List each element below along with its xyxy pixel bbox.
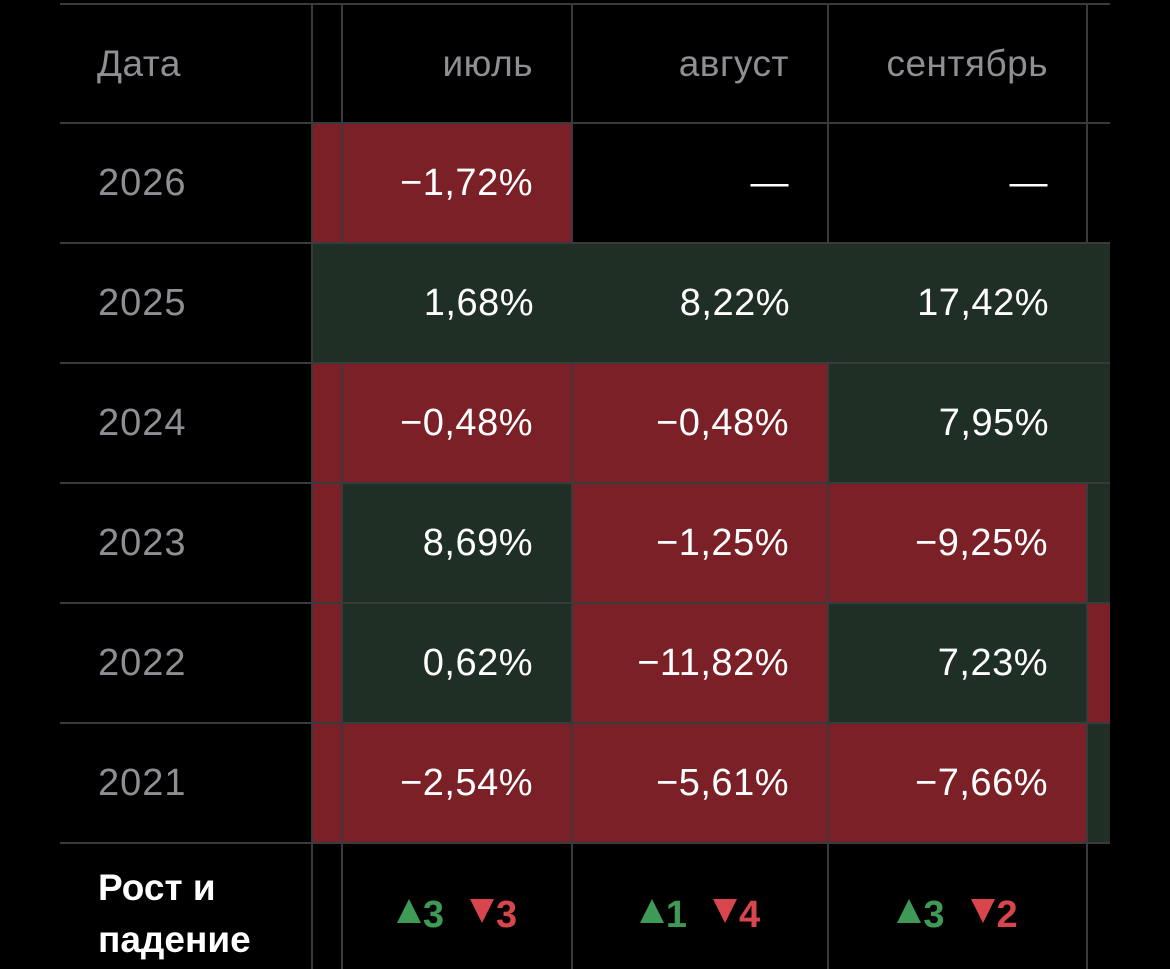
summary-edge bbox=[1086, 843, 1110, 969]
down-count: 4 bbox=[713, 894, 760, 936]
row-year: 2022 bbox=[60, 603, 312, 724]
row-edge bbox=[1087, 363, 1110, 484]
up-count-value: 1 bbox=[665, 893, 687, 936]
cell-august[interactable]: — bbox=[571, 123, 828, 244]
table-row[interactable]: 2022 0,62% −11,82% 7,23% bbox=[60, 603, 1110, 724]
row-edge bbox=[1086, 723, 1110, 844]
row-strip bbox=[311, 363, 342, 484]
cell-august[interactable]: 8,22% bbox=[572, 243, 828, 364]
down-count: 3 bbox=[470, 894, 517, 936]
row-strip bbox=[311, 603, 342, 724]
row-strip bbox=[311, 723, 342, 844]
table-row[interactable]: 2023 8,69% −1,25% −9,25% bbox=[60, 483, 1110, 604]
up-count-value: 3 bbox=[422, 893, 444, 936]
cell-august[interactable]: −1,25% bbox=[571, 483, 828, 604]
header-month-september[interactable]: сентябрь bbox=[827, 3, 1087, 124]
cell-september[interactable]: 17,42% bbox=[828, 243, 1087, 364]
triangle-down-icon bbox=[970, 898, 995, 923]
row-year: 2023 bbox=[60, 483, 312, 604]
cell-august[interactable]: −0,48% bbox=[571, 363, 828, 484]
cell-august[interactable]: −11,82% bbox=[571, 603, 828, 724]
summary-label-line2: падение bbox=[98, 919, 251, 960]
cell-july[interactable]: −1,72% bbox=[341, 123, 572, 244]
triangle-up-icon bbox=[396, 898, 421, 923]
table-header-row: Дата июль август сентябрь bbox=[60, 3, 1110, 124]
header-month-august[interactable]: август bbox=[571, 3, 828, 124]
header-strip bbox=[311, 3, 342, 124]
table-row[interactable]: 2021 −2,54% −5,61% −7,66% bbox=[60, 723, 1110, 844]
table-row[interactable]: 2024 −0,48% −0,48% 7,95% bbox=[60, 363, 1110, 484]
cell-july[interactable]: 0,62% bbox=[341, 603, 572, 724]
summary-label: Рост и падение bbox=[60, 843, 312, 969]
up-count: 1 bbox=[639, 893, 687, 936]
cell-september[interactable]: 7,23% bbox=[827, 603, 1087, 724]
down-count: 2 bbox=[970, 893, 1018, 936]
monthly-returns-table: Дата июль август сентябрь 2026 −1,72% — … bbox=[60, 3, 1110, 969]
table-row[interactable]: 2025 1,68% 8,22% 17,42% bbox=[60, 243, 1110, 364]
cell-july[interactable]: 8,69% bbox=[341, 483, 572, 604]
row-strip bbox=[311, 123, 342, 244]
row-edge bbox=[1086, 123, 1110, 244]
header-date[interactable]: Дата bbox=[60, 3, 312, 124]
down-count-value: 2 bbox=[996, 893, 1018, 936]
cell-july[interactable]: −0,48% bbox=[341, 363, 572, 484]
down-count-value: 3 bbox=[496, 893, 518, 936]
summary-label-line1: Рост и bbox=[98, 867, 216, 908]
row-year: 2025 bbox=[60, 243, 312, 364]
up-count-value: 3 bbox=[923, 893, 945, 936]
cell-august[interactable]: −5,61% bbox=[571, 723, 828, 844]
triangle-down-icon bbox=[713, 898, 737, 923]
up-count: 3 bbox=[396, 893, 444, 936]
row-year: 2021 bbox=[60, 723, 312, 844]
row-edge bbox=[1087, 243, 1110, 364]
row-edge bbox=[1086, 483, 1110, 604]
cell-july[interactable]: −2,54% bbox=[341, 723, 572, 844]
table-row[interactable]: 2026 −1,72% — — bbox=[60, 123, 1110, 244]
up-count: 3 bbox=[897, 893, 945, 936]
cell-september[interactable]: −9,25% bbox=[827, 483, 1087, 604]
row-year: 2026 bbox=[60, 123, 312, 244]
header-edge bbox=[1086, 3, 1110, 124]
triangle-down-icon bbox=[470, 898, 494, 923]
cell-september[interactable]: 7,95% bbox=[827, 363, 1087, 484]
row-strip bbox=[311, 243, 342, 364]
cell-september[interactable]: −7,66% bbox=[827, 723, 1087, 844]
header-month-july[interactable]: июль bbox=[341, 3, 572, 124]
triangle-up-icon bbox=[639, 898, 664, 923]
cell-september[interactable]: — bbox=[827, 123, 1087, 244]
row-edge bbox=[1086, 603, 1110, 724]
summary-strip bbox=[311, 843, 342, 969]
row-strip bbox=[311, 483, 342, 604]
triangle-up-icon bbox=[897, 898, 922, 923]
down-count-value: 4 bbox=[739, 893, 761, 936]
cell-july[interactable]: 1,68% bbox=[342, 243, 572, 364]
row-year: 2024 bbox=[60, 363, 312, 484]
